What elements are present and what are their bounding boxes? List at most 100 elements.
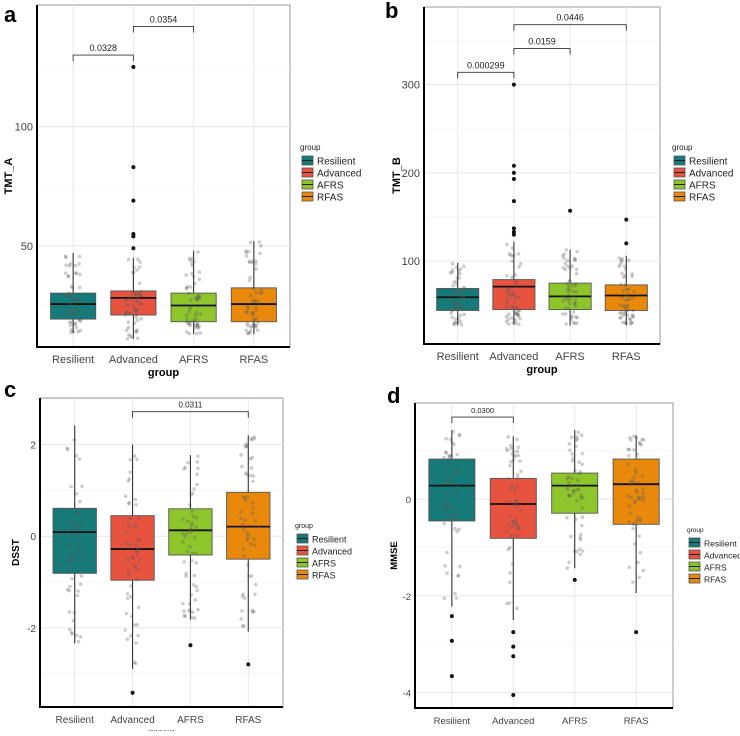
jitter-point <box>459 322 464 327</box>
jitter-point <box>74 511 78 515</box>
jitter-point <box>184 571 188 576</box>
jitter-point <box>76 589 80 593</box>
significance-bracket <box>513 24 627 31</box>
jitter-point <box>579 495 583 500</box>
jitter-point <box>617 264 621 269</box>
jitter-point <box>637 497 641 501</box>
jitter-point <box>579 523 584 528</box>
jitter-point <box>69 311 74 315</box>
jitter-point <box>190 610 195 615</box>
jitter-point <box>245 310 249 314</box>
jitter-point <box>626 287 631 291</box>
jitter-point <box>630 481 635 486</box>
outlier-point <box>511 226 516 231</box>
jitter-point <box>74 491 79 496</box>
jitter-point <box>571 320 576 325</box>
x-tick-label: AFRS <box>562 716 587 727</box>
outlier-point <box>188 643 193 648</box>
outlier-point <box>511 654 516 659</box>
jitter-point <box>246 323 250 328</box>
jitter-point <box>241 547 246 551</box>
jitter-point <box>193 317 198 321</box>
jitter-point <box>457 276 461 280</box>
jitter-point <box>627 565 632 570</box>
jitter-point <box>139 316 143 321</box>
jitter-point <box>508 463 512 468</box>
jitter-point <box>563 261 568 266</box>
jitter-point <box>567 301 572 306</box>
y-tick-label: 0 <box>30 532 36 543</box>
jitter-point <box>139 293 143 298</box>
jitter-point <box>634 519 639 523</box>
jitter-point <box>134 330 139 335</box>
jitter-point <box>248 275 253 280</box>
outlier-point <box>624 217 629 222</box>
jitter-point <box>564 515 569 520</box>
jitter-point <box>77 298 81 302</box>
jitter-point <box>79 574 84 578</box>
jitter-point <box>69 519 74 524</box>
jitter-point <box>509 289 514 293</box>
panel-letter: c <box>4 377 16 402</box>
jitter-point <box>448 454 452 458</box>
jitter-point <box>138 292 143 297</box>
jitter-point <box>188 609 192 613</box>
jitter-point <box>181 517 185 521</box>
jitter-point <box>190 615 194 620</box>
jitter-point <box>73 263 78 268</box>
jitter-point <box>566 475 571 479</box>
jitter-point <box>514 484 519 489</box>
jitter-point <box>515 606 519 611</box>
jitter-point <box>242 596 247 600</box>
jitter-point <box>456 291 461 296</box>
jitter-point <box>508 253 513 257</box>
jitter-point <box>187 331 192 336</box>
jitter-point <box>580 462 584 467</box>
jitter-point <box>68 557 73 562</box>
jitter-point <box>576 487 581 492</box>
jitter-point <box>190 551 194 556</box>
jitter-point <box>135 328 140 333</box>
jitter-point <box>462 287 466 292</box>
jitter-point <box>244 310 249 314</box>
jitter-point <box>187 601 192 606</box>
jitter-point <box>255 299 260 303</box>
jitter-point <box>452 320 457 325</box>
jitter-point <box>74 271 78 275</box>
jitter-point <box>639 442 644 447</box>
jitter-point <box>245 495 250 499</box>
jitter-point <box>580 506 585 510</box>
jitter-point <box>71 298 76 302</box>
jitter-point <box>137 265 142 269</box>
jitter-point <box>253 582 258 587</box>
y-tick-label: 2 <box>30 441 36 452</box>
outlier-point <box>130 690 135 695</box>
jitter-point <box>449 453 454 458</box>
jitter-point <box>448 477 453 481</box>
box-advanced <box>110 290 157 316</box>
jitter-point <box>456 307 460 311</box>
jitter-point <box>78 634 83 639</box>
jitter-point <box>518 316 522 321</box>
jitter-point <box>71 618 76 623</box>
outlier-point <box>511 177 516 182</box>
outlier-point <box>511 644 516 649</box>
jitter-point <box>455 484 460 489</box>
jitter-point <box>444 451 449 455</box>
jitter-point <box>70 553 74 558</box>
jitter-point <box>444 509 448 514</box>
jitter-point <box>79 519 84 524</box>
jitter-point <box>69 284 74 289</box>
significance-bracket <box>451 416 514 424</box>
jitter-point <box>564 485 569 489</box>
jitter-point <box>461 287 466 291</box>
jitter-point <box>509 486 513 491</box>
jitter-point <box>74 453 79 458</box>
jitter-point <box>512 253 516 258</box>
jitter-point <box>505 296 509 301</box>
jitter-point <box>240 624 245 628</box>
jitter-point <box>641 498 646 503</box>
y-axis-title: TMT_A <box>3 158 15 195</box>
jitter-point <box>135 552 140 556</box>
